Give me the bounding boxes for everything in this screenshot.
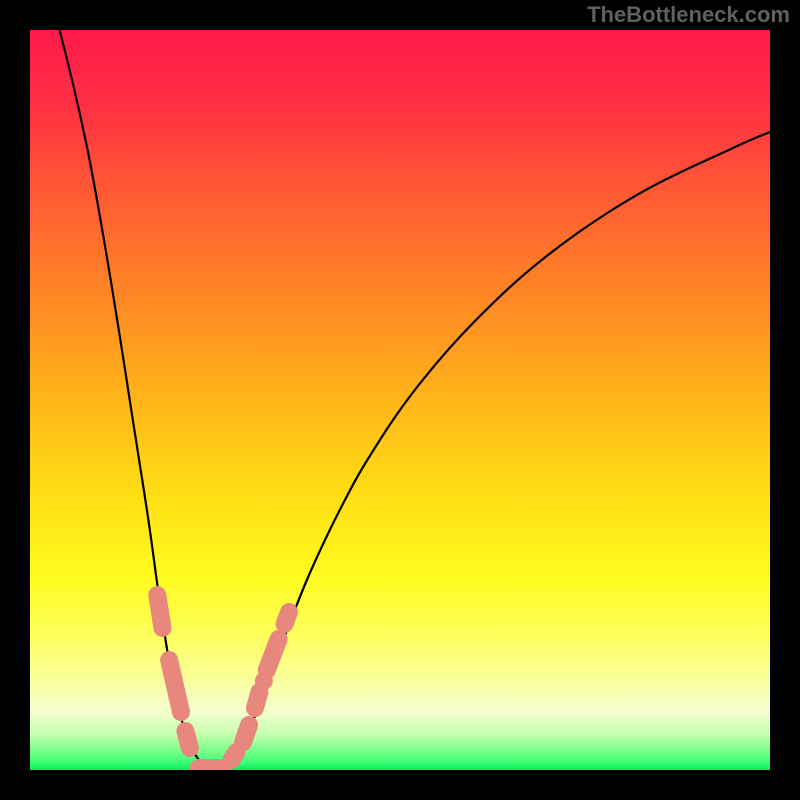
markers-group (157, 595, 289, 768)
marker-bead (231, 752, 236, 760)
plot-area (30, 30, 770, 770)
chart-svg (30, 30, 770, 770)
chart-container: TheBottleneck.com (0, 0, 800, 800)
marker-bead (169, 660, 181, 712)
bottleneck-curve (60, 30, 215, 770)
marker-bead (285, 612, 289, 624)
watermark-text: TheBottleneck.com (587, 2, 790, 28)
marker-bead (255, 692, 259, 708)
marker-bead (185, 731, 189, 748)
marker-bead (267, 639, 279, 670)
bottleneck-curve (215, 132, 770, 770)
marker-dot (255, 672, 273, 690)
marker-bead (157, 595, 162, 628)
marker-bead (243, 725, 249, 742)
